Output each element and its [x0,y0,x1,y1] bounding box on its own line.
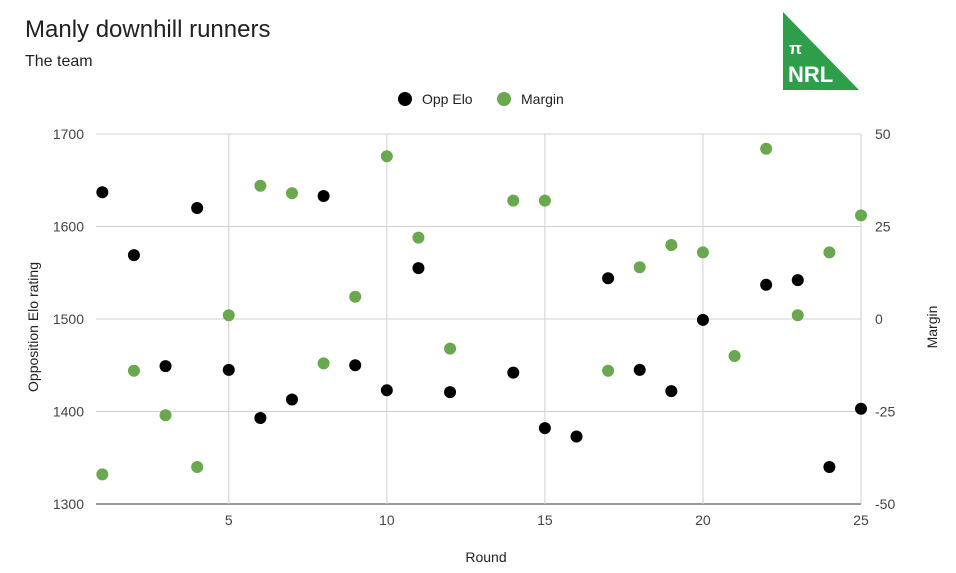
nrl-logo: π NRL [783,12,859,90]
opp-elo-point [696,313,709,326]
opp-elo-point [855,402,867,415]
opp-elo-point [602,272,615,285]
margin-point [696,246,709,259]
chart-subtitle: The team [25,53,93,70]
opp-elo-point [570,430,583,443]
opp-elo-point [159,360,172,373]
margin-point [760,142,773,155]
y-right-tick-label: 50 [875,126,891,142]
opp-elo-point [823,461,836,473]
x-tick-label: 15 [537,512,553,528]
margin-point [538,194,551,207]
margin-point [285,187,298,200]
margin-point [791,309,804,322]
margin-point [823,246,836,259]
margin-point [412,231,425,244]
margin-point [96,468,109,481]
y-left-tick-label: 1300 [53,496,84,512]
opp-elo-point [127,249,140,262]
legend-label-opp-elo: Opp Elo [422,91,473,107]
logo-triangle [783,12,859,90]
data-points [96,142,867,481]
y-left-tick-label: 1500 [53,311,84,327]
opp-elo-point [254,411,267,424]
axis-ticks: 1300 1400 1500 1600 1700 -50 -25 0 25 50 5 10 15 20 25 [53,126,896,528]
opp-elo-point [538,422,551,435]
y-axis-left-label: Opposition Elo rating [25,262,41,392]
logo-pi: π [789,39,802,58]
opp-elo-point [633,363,646,376]
opp-elo-point [96,186,109,199]
opp-elo-point [444,386,457,399]
y-left-tick-label: 1400 [53,404,84,420]
margin-point [602,364,615,377]
opp-elo-point [791,274,804,287]
legend-marker-opp-elo [398,92,412,106]
y-right-tick-label: 25 [875,219,891,235]
logo-text: NRL [788,62,833,87]
x-tick-label: 5 [225,512,233,528]
margin-point [633,261,646,274]
y-right-tick-label: -25 [875,404,895,420]
opp-elo-point [380,384,393,397]
margin-point [159,409,172,422]
y-left-tick-label: 1700 [53,126,84,142]
margin-point [728,350,741,362]
y-left-tick-label: 1600 [53,219,84,235]
y-right-tick-label: -50 [875,496,895,512]
margin-point [665,239,678,251]
margin-point [222,309,235,322]
opp-elo-point [665,385,678,398]
opp-elo-point [222,363,235,376]
margin-point [855,209,867,222]
margin-point [254,179,267,192]
legend: Opp Elo Margin [398,91,564,107]
margin-point [191,461,204,473]
legend-label-margin: Margin [521,91,564,107]
opp-elo-point [507,366,520,379]
margin-point [127,364,140,377]
x-tick-label: 25 [853,512,869,528]
margin-point [380,150,393,163]
x-axis-label: Round [465,549,506,565]
margin-point [507,194,520,207]
margin-point [444,342,457,355]
opp-elo-point [285,393,298,406]
margin-point [317,357,330,370]
margin-point [349,290,362,303]
opp-elo-point [412,262,425,275]
legend-marker-margin [497,92,511,106]
y-axis-right-label: Margin [924,306,940,349]
chart-title: Manly downhill runners [25,16,271,43]
grid-lines [96,133,862,505]
opp-elo-point [191,202,204,214]
opp-elo-point [349,359,362,372]
opp-elo-point [760,278,773,291]
x-tick-label: 10 [379,512,395,528]
opp-elo-point [317,189,330,202]
y-right-tick-label: 0 [875,311,883,327]
x-tick-label: 20 [695,512,711,528]
